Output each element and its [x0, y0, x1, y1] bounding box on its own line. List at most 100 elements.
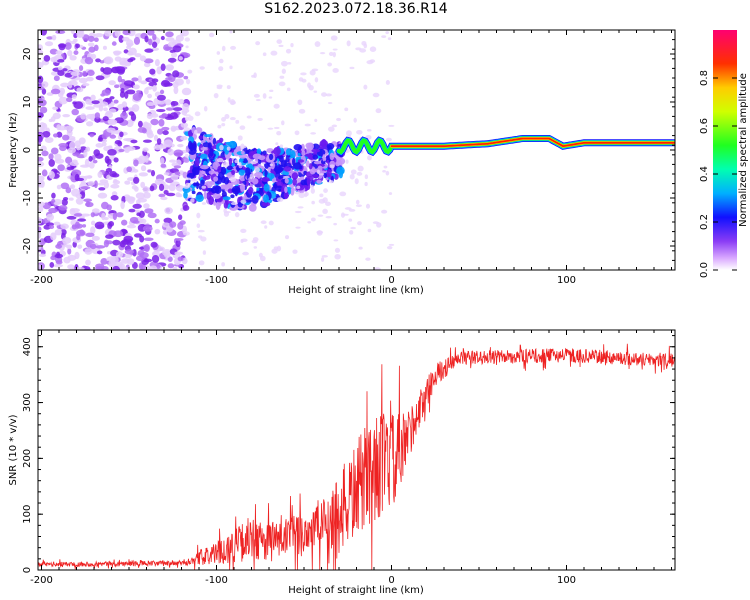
spectral-blob: [118, 34, 124, 43]
spectral-blob: [51, 192, 56, 199]
spectral-blob: [275, 142, 279, 146]
spectral-blob: [235, 119, 240, 124]
spectral-blob: [151, 254, 160, 263]
spectral-blob: [173, 149, 184, 157]
spectral-blob: [219, 144, 224, 151]
y-tick-label: 10: [22, 96, 33, 109]
spectral-blob: [123, 80, 134, 87]
spectral-blob: [249, 173, 253, 180]
spectral-blob: [97, 192, 108, 199]
spectral-blob: [225, 198, 229, 206]
spectral-blob: [119, 131, 124, 138]
spectral-blob: [67, 49, 73, 57]
spectral-blob: [307, 142, 314, 150]
spectral-blob: [133, 176, 140, 184]
spectral-blob: [182, 171, 188, 179]
spectral-blob: [192, 143, 197, 151]
spectral-blob: [349, 230, 354, 235]
spectral-blob: [117, 140, 123, 147]
spectral-blob: [298, 108, 306, 114]
spectral-blob: [147, 169, 152, 173]
spectral-blob: [102, 67, 113, 75]
spectral-blob: [120, 79, 126, 84]
spectral-blob: [101, 212, 106, 221]
spectral-blob: [82, 34, 90, 41]
spectral-blob: [77, 218, 87, 222]
spectral-blob: [199, 66, 205, 70]
spectral-blob: [102, 116, 109, 122]
spectral-blob: [307, 82, 311, 88]
spectral-blob: [253, 246, 258, 249]
spectral-blob: [342, 213, 349, 216]
spectral-blob: [278, 81, 286, 87]
spectral-blob: [38, 226, 42, 232]
spectral-blob: [184, 153, 189, 158]
spectral-blob: [355, 204, 362, 208]
spectral-blob: [195, 194, 204, 202]
spectral-blob: [201, 202, 207, 205]
spectral-blob: [156, 108, 166, 113]
spectral-blob: [131, 104, 140, 112]
spectral-blob: [129, 57, 136, 61]
spectral-blob: [382, 169, 386, 173]
spectral-blob: [319, 173, 324, 176]
spectral-blob: [262, 150, 267, 155]
spectral-blob: [110, 195, 119, 201]
spectral-blob: [123, 138, 132, 142]
spectral-blob: [108, 108, 117, 113]
spectral-blob: [64, 125, 74, 131]
spectral-blob: [193, 182, 197, 187]
spectral-blob: [332, 68, 339, 73]
spectral-blob: [110, 184, 120, 189]
spectral-blob: [164, 251, 171, 259]
spectral-blob: [41, 150, 49, 157]
spectral-blob: [87, 42, 95, 47]
spectral-blob: [294, 210, 302, 214]
spectral-blob: [264, 225, 268, 229]
spectral-blob: [219, 58, 224, 64]
spectral-blob: [164, 46, 174, 51]
spectral-blob: [321, 257, 325, 262]
spectral-blob: [327, 62, 333, 67]
spectral-blob: [160, 35, 165, 41]
colorbar-tick-label: 0.2: [699, 214, 710, 230]
spectral-blob: [76, 87, 84, 93]
spectral-blob: [181, 87, 192, 96]
spectral-blob: [131, 77, 139, 82]
spectral-blob: [143, 237, 154, 242]
spectral-blob: [160, 63, 166, 71]
spectral-blob: [166, 192, 176, 197]
x-tick-label: 100: [557, 575, 576, 586]
spectral-blob: [65, 187, 72, 194]
spectral-blob: [44, 41, 54, 47]
spectral-blob: [66, 97, 73, 103]
spectral-blob: [200, 153, 208, 160]
spectral-blob: [290, 150, 296, 159]
spectral-blob: [286, 87, 291, 92]
x-tick-label: -200: [30, 575, 53, 586]
spectral-blob: [350, 169, 357, 175]
spectral-blob: [170, 127, 178, 131]
spectral-blob: [63, 196, 69, 201]
spectral-blob: [175, 239, 181, 248]
spectral-blob: [271, 248, 278, 254]
spectral-blob: [109, 170, 117, 178]
spectral-blob: [113, 99, 119, 104]
spectral-blob: [182, 106, 187, 112]
spectral-blob: [120, 87, 125, 94]
spectral-blob: [62, 114, 71, 118]
spectral-blob: [135, 192, 146, 200]
spectral-blob: [106, 204, 112, 211]
spectral-blob: [103, 181, 110, 189]
spectral-blob: [95, 245, 106, 249]
spectral-blob: [70, 208, 80, 213]
spectral-blob: [216, 84, 223, 88]
spectrogram-y-label: Frequency (Hz): [8, 112, 19, 188]
spectral-blob: [66, 129, 73, 137]
snr-plot: [38, 343, 675, 570]
spectral-blob: [169, 159, 177, 163]
spectral-blob: [234, 212, 240, 218]
spectral-blob: [140, 165, 147, 172]
spectral-blob: [143, 58, 154, 64]
spectral-blob: [48, 207, 58, 214]
